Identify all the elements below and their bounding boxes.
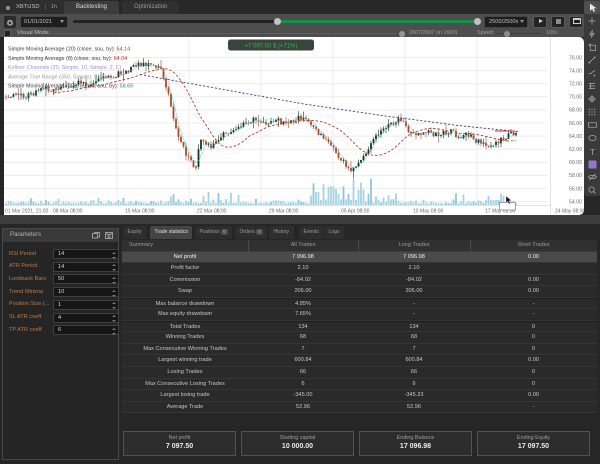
svg-text:22 Mar 08:00: 22 Mar 08:00: [197, 209, 227, 215]
svg-text:64.00: 64.00: [569, 134, 582, 140]
svg-text:54.00: 54.00: [569, 199, 582, 205]
svg-text:17 May 08:00: 17 May 08:00: [485, 209, 516, 215]
svg-text:29 Mar 08:00: 29 Mar 08:00: [269, 209, 299, 215]
svg-text:70.00: 70.00: [569, 95, 582, 101]
svg-text:72.00: 72.00: [569, 82, 582, 88]
svg-text:Simple Moving Average (8) (clo: Simple Moving Average (8) (close, sou, b…: [8, 56, 127, 62]
svg-text:24 May 08:00: 24 May 08:00: [555, 209, 584, 215]
svg-text:76.00: 76.00: [569, 55, 582, 61]
svg-text:05 Apr 08:00: 05 Apr 08:00: [341, 209, 370, 215]
svg-text:Keltner Channels (20, Simple,: Keltner Channels (20, Simple, 10, Simple…: [8, 65, 121, 71]
svg-text:15 Mar 08:00: 15 Mar 08:00: [125, 209, 155, 215]
svg-text:58.00: 58.00: [569, 173, 582, 179]
svg-text:56.00: 56.00: [569, 186, 582, 192]
svg-text:Simple Moving Average (20) (cl: Simple Moving Average (20) (close, sou, …: [8, 47, 130, 53]
svg-text:66.00: 66.00: [569, 121, 582, 127]
svg-text:T: T: [590, 148, 595, 156]
svg-text:08 Mar 08:00: 08 Mar 08:00: [53, 209, 83, 215]
svg-text:Simple Moving Average (200) (c: Simple Moving Average (200) (close, sou,…: [8, 84, 133, 90]
svg-text:10 May 08:00: 10 May 08:00: [413, 209, 444, 215]
svg-text:Average True Range (350, Simpl: Average True Range (350, Simple): 0.48: [8, 74, 105, 80]
svg-text:60.00: 60.00: [569, 160, 582, 166]
svg-text:01 Mar 2021, 21:00: 01 Mar 2021, 21:00: [5, 209, 49, 215]
svg-text:74.00: 74.00: [569, 68, 582, 74]
svg-text:+7 097.50 $ (+71%): +7 097.50 $ (+71%): [244, 43, 297, 49]
svg-text:62.00: 62.00: [569, 147, 582, 153]
svg-text:68.00: 68.00: [569, 108, 582, 114]
